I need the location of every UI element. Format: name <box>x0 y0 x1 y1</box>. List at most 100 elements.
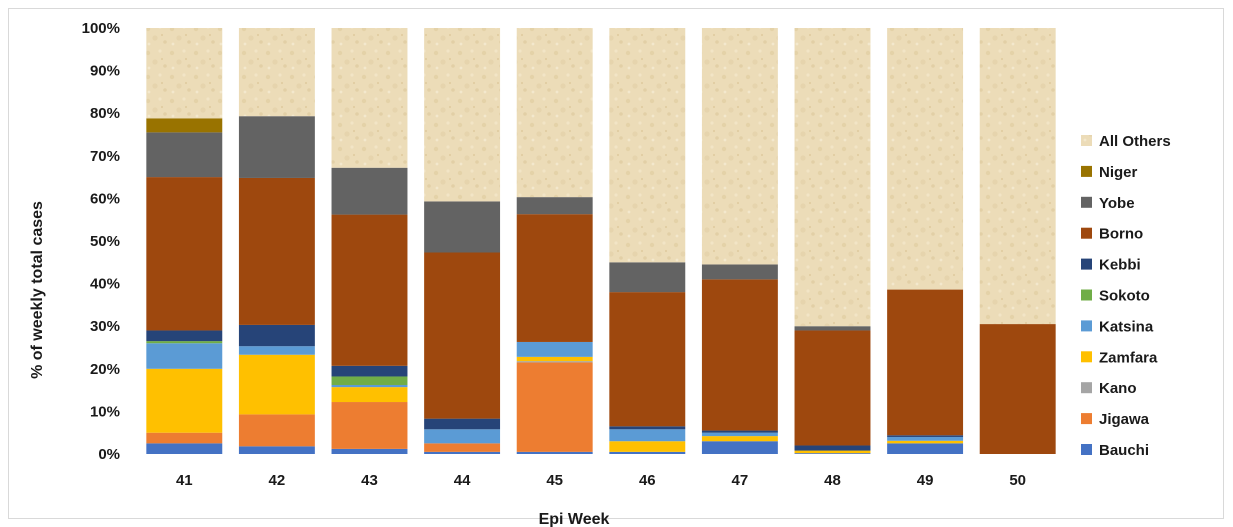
bar-segment-yobe <box>331 167 408 215</box>
bar-segment-bauchi <box>146 443 223 454</box>
legend-swatch <box>1081 227 1092 239</box>
bar-segment-bauchi <box>424 451 501 454</box>
bar-segment-all-others <box>701 28 778 265</box>
legend-swatch <box>1081 289 1092 301</box>
bar-segment-borno <box>146 177 223 331</box>
bar-segment-zamfara <box>887 440 964 444</box>
bar-segment-zamfara <box>331 387 408 403</box>
legend-swatch <box>1081 413 1092 425</box>
y-tick-label: 50% <box>90 233 120 250</box>
bar-segment-katsina <box>516 341 593 357</box>
x-axis: 41 42 43 44 45 46 47 48 49 50 <box>176 472 1026 489</box>
bar-segment-all-others <box>516 28 593 198</box>
legend-swatch <box>1081 196 1092 208</box>
y-axis-title: % of weekly total cases <box>29 201 46 379</box>
bar-segment-bauchi <box>701 441 778 454</box>
x-tick-label: 49 <box>917 472 934 489</box>
legend-label: Kano <box>1099 380 1137 397</box>
bar-segment-yobe <box>516 197 593 215</box>
x-tick-label: 47 <box>732 472 749 489</box>
bar-segment-borno <box>331 214 408 366</box>
bar-segment-borno <box>794 330 871 446</box>
y-tick-label: 70% <box>90 148 120 165</box>
bar-segment-jigawa <box>331 402 408 449</box>
y-tick-label: 30% <box>90 318 120 335</box>
y-tick-label: 40% <box>90 276 120 293</box>
bar-segment-yobe <box>609 262 686 293</box>
x-tick-label: 43 <box>361 472 378 489</box>
bar-segment-jigawa <box>516 362 593 452</box>
bar-segment-kebbi <box>424 418 501 430</box>
bar-segment-zamfara <box>701 436 778 442</box>
y-tick-label: 0% <box>98 446 120 463</box>
legend-swatch <box>1081 258 1092 270</box>
y-tick-label: 100% <box>82 20 120 37</box>
bar-segment-bauchi <box>238 446 315 454</box>
bar-segment-yobe <box>794 326 871 331</box>
legend-swatch <box>1081 444 1092 455</box>
bar-segment-bauchi <box>887 443 964 454</box>
bar-segment-katsina <box>424 429 501 444</box>
bar-segment-all-others <box>794 28 871 327</box>
legend-swatch <box>1081 165 1092 177</box>
x-tick-label: 48 <box>824 472 841 489</box>
y-tick-label: 80% <box>90 105 120 122</box>
bar-segment-all-others <box>609 28 686 263</box>
bar-segment-all-others <box>238 28 315 117</box>
x-axis-title: Epi Week <box>539 511 610 527</box>
legend-swatch <box>1081 135 1092 146</box>
bar-segment-sokoto <box>146 341 223 344</box>
y-tick-label: 90% <box>90 63 120 80</box>
bar-segment-kebbi <box>331 365 408 377</box>
bars-group <box>146 28 1056 454</box>
bar-segment-borno <box>609 292 686 427</box>
y-axis: 0% 10% 20% 30% 40% 50% 60% 70% 80% 90% 100% <box>82 20 120 463</box>
x-tick-label: 50 <box>1009 472 1026 489</box>
bar-segment-yobe <box>701 264 778 280</box>
legend-label: Borno <box>1099 226 1143 243</box>
bar-segment-jigawa <box>424 443 501 452</box>
x-tick-label: 41 <box>176 472 193 489</box>
bar-segment-katsina <box>146 343 223 369</box>
bar-segment-borno <box>887 289 964 436</box>
legend-swatch <box>1081 382 1092 394</box>
bar-segment-katsina <box>238 346 315 355</box>
legend-label: Yobe <box>1099 195 1135 212</box>
bar-segment-sokoto <box>331 376 408 385</box>
bar-segment-bauchi <box>331 448 408 454</box>
bar-segment-jigawa <box>146 432 223 444</box>
x-tick-label: 44 <box>454 472 471 489</box>
bar-segment-bauchi <box>794 453 871 454</box>
bar-segment-kebbi <box>146 330 223 342</box>
bar-segment-yobe <box>146 132 223 178</box>
legend-label: Katsina <box>1099 318 1154 335</box>
bar-segment-yobe <box>424 201 501 253</box>
bar-segment-borno <box>238 177 315 325</box>
bar-segment-kebbi <box>701 430 778 433</box>
x-tick-label: 42 <box>269 472 286 489</box>
bar-segment-kebbi <box>887 435 964 437</box>
bar-segment-borno <box>979 324 1056 454</box>
legend-label: All Others <box>1099 133 1171 150</box>
legend-swatch <box>1081 351 1092 363</box>
bar-segment-jigawa <box>238 414 315 447</box>
bar-segment-katsina <box>701 432 778 437</box>
bar-segment-all-others <box>331 28 408 168</box>
y-tick-label: 60% <box>90 190 120 207</box>
bar-segment-katsina <box>609 429 686 442</box>
legend-label: Niger <box>1099 164 1138 181</box>
bar-segment-bauchi <box>516 451 593 454</box>
bar-segment-all-others <box>424 28 501 202</box>
x-tick-label: 45 <box>546 472 563 489</box>
legend: All Others Niger Yobe Borno Kebbi Sokoto Katsi… <box>1081 133 1171 459</box>
chart-frame <box>8 8 1224 519</box>
bar-segment-katsina <box>331 384 408 388</box>
legend-label: Kebbi <box>1099 257 1141 274</box>
bar-segment-niger <box>146 118 223 133</box>
bar-segment-all-others <box>146 28 223 119</box>
bar-segment-yobe <box>238 116 315 178</box>
bar-segment-kano <box>516 361 593 363</box>
y-tick-label: 10% <box>90 403 120 420</box>
bar-segment-zamfara <box>516 356 593 362</box>
x-tick-label: 46 <box>639 472 656 489</box>
